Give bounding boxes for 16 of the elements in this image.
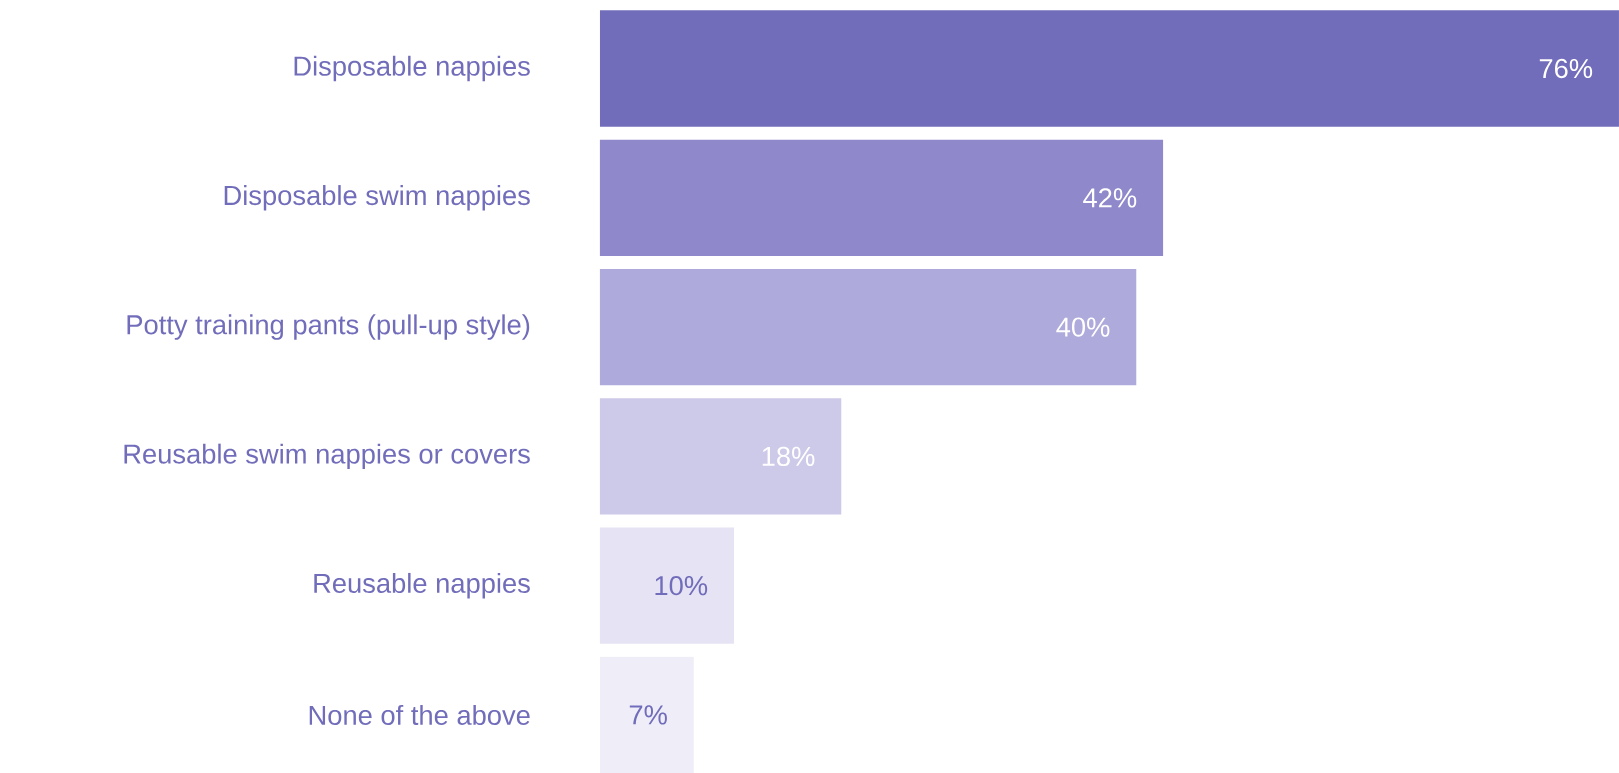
y-tick-label: None of the above	[309, 704, 530, 725]
data-label: 10%	[655, 575, 708, 596]
bar	[599, 527, 734, 644]
bar	[599, 398, 842, 515]
y-tick-label: Disposable nappies	[294, 55, 530, 82]
y-tick-label: Potty training pants (pull-up style)	[127, 314, 530, 340]
data-label: 7%	[629, 705, 667, 725]
y-tick-label: Reusable swim nappies or covers	[124, 443, 530, 470]
data-label: 42%	[1083, 188, 1137, 208]
bar	[599, 268, 1137, 386]
y-tick-label: Disposable swim nappies	[224, 185, 530, 211]
bar	[599, 10, 1619, 127]
y-tick-label: Reusable nappies	[314, 572, 530, 599]
bar	[599, 139, 1164, 256]
data-label: 76%	[1539, 58, 1593, 79]
data-label: 40%	[1056, 317, 1110, 337]
